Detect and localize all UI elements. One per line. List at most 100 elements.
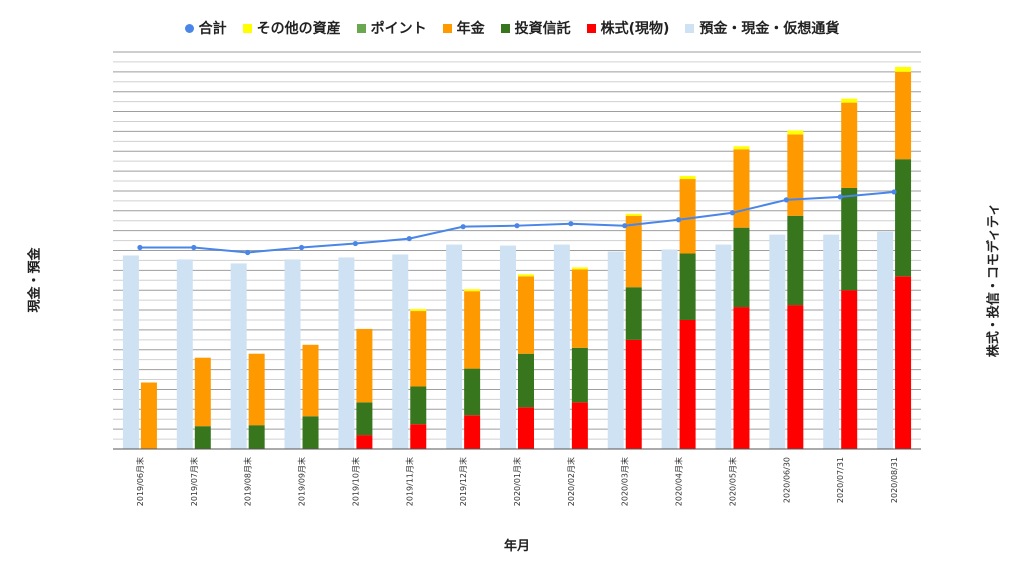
bar-segment-1: [787, 215, 804, 306]
bar-segment-4: [787, 130, 804, 135]
bar-cash: [446, 244, 463, 449]
bar-segment-2: [356, 328, 373, 403]
total-point: [622, 223, 628, 229]
legend-swatch: [242, 23, 252, 33]
bar-segment-2: [841, 102, 858, 188]
legend-item-2: ポイント: [356, 18, 427, 38]
total-point: [676, 217, 682, 223]
bar-segment-2: [410, 311, 427, 387]
y-axis-left-title: 現金・預金: [27, 247, 43, 313]
bar-segment-1: [518, 353, 534, 408]
x-tick-label: 2019/09月末: [297, 457, 307, 506]
bar-cash: [230, 263, 247, 449]
legend-label: 預金・現金・仮想通貨: [699, 21, 840, 37]
bar-segment-1: [895, 159, 912, 277]
x-tick-label: 2020/08/31: [890, 457, 899, 503]
bar-segment-2: [140, 382, 157, 449]
bar-segment-4: [679, 176, 696, 180]
total-point: [460, 224, 466, 230]
bar-segment-2: [571, 269, 588, 348]
bar-cash: [661, 249, 678, 449]
bar-segment-1: [733, 227, 750, 308]
bar-cash: [176, 259, 193, 449]
bar-segment-0: [679, 319, 696, 449]
x-tick-label: 2019/08月末: [243, 457, 253, 506]
bar-segment-1: [625, 287, 642, 340]
bar-segment-0: [356, 435, 373, 449]
bar-segment-0: [464, 415, 481, 449]
bar-segment-0: [733, 307, 750, 449]
bar-cash: [338, 257, 355, 449]
legend-item-0: 合計: [184, 18, 227, 38]
bar-cash: [607, 251, 624, 449]
bar-segment-1: [356, 402, 373, 436]
bar-segment-1: [679, 253, 696, 320]
x-tick-label: 2019/12月末: [458, 457, 468, 506]
x-axis-title: 年月: [503, 539, 531, 554]
bar-segment-2: [625, 215, 642, 288]
legend-item-4: 投資信託: [500, 18, 571, 38]
legend-label: 株式(現物): [600, 21, 670, 37]
total-point: [568, 221, 574, 227]
bar-cash: [392, 254, 409, 449]
bar-segment-2: [248, 353, 265, 426]
legend-item-6: 預金・現金・仮想通貨: [685, 18, 839, 38]
bar-cash: [284, 259, 301, 449]
legend: 合計 その他の資産 ポイント 年金 投資信託 株式(現物) 預金・現金・仮想通貨: [0, 18, 1024, 38]
bar-segment-2: [679, 179, 696, 254]
x-tick-label: 2019/10月末: [350, 457, 360, 506]
bar-segment-1: [841, 187, 858, 291]
total-point: [245, 249, 251, 256]
bar-segment-2: [518, 276, 534, 354]
x-tick-label: 2019/07月末: [189, 457, 199, 506]
bar-segment-1: [571, 347, 588, 403]
x-tick-label: 2020/04月末: [674, 457, 684, 506]
legend-swatch: [184, 23, 194, 33]
x-tick-label: 2020/01月末: [512, 457, 522, 506]
bar-segment-0: [625, 339, 642, 449]
bar-cash: [823, 234, 840, 449]
bar-segment-2: [787, 134, 804, 216]
bar-segment-4: [410, 309, 427, 312]
bar-segment-1: [248, 425, 265, 449]
bar-segment-0: [571, 402, 588, 449]
x-tick-label: 2020/05月末: [727, 457, 737, 506]
legend-item-3: 年金: [442, 18, 485, 38]
bar-segment-1: [410, 386, 427, 425]
bar-segment-4: [895, 66, 912, 72]
legend-item-1: その他の資産: [242, 18, 341, 38]
bar-segment-4: [571, 267, 588, 270]
legend-swatch: [586, 23, 596, 33]
bar-segment-4: [518, 274, 534, 277]
legend-label: その他の資産: [256, 21, 341, 37]
x-tick-label: 2020/07/31: [836, 457, 845, 503]
total-point: [514, 223, 520, 229]
bar-segment-2: [302, 344, 319, 417]
bar-segment-0: [895, 276, 912, 449]
bar-segment-1: [464, 368, 481, 416]
legend-label: 合計: [198, 21, 227, 37]
bar-segment-2: [464, 291, 481, 369]
bar-segment-1: [194, 426, 211, 449]
total-point: [891, 189, 897, 195]
bar-segment-2: [733, 149, 750, 228]
total-point: [191, 244, 197, 251]
x-tick-label: 2020/03月末: [620, 457, 630, 506]
bar-cash: [122, 255, 139, 449]
bar-segment-2: [194, 357, 211, 427]
bar-cash: [769, 234, 786, 449]
bar-segment-0: [518, 407, 534, 449]
total-point: [298, 244, 305, 251]
x-tick-label: 2019/06月末: [135, 457, 145, 506]
total-point: [352, 240, 358, 247]
total-point: [783, 197, 789, 203]
y-axis-right-title: 株式・投信・コモディティ: [986, 202, 1002, 358]
bar-cash: [715, 244, 732, 449]
legend-swatch: [442, 23, 452, 33]
bar-segment-4: [841, 98, 858, 103]
legend-swatch: [356, 23, 366, 33]
x-tick-label: 2019/11月末: [404, 457, 414, 506]
bar-cash: [500, 245, 516, 449]
legend-item-5: 株式(現物): [586, 18, 670, 38]
